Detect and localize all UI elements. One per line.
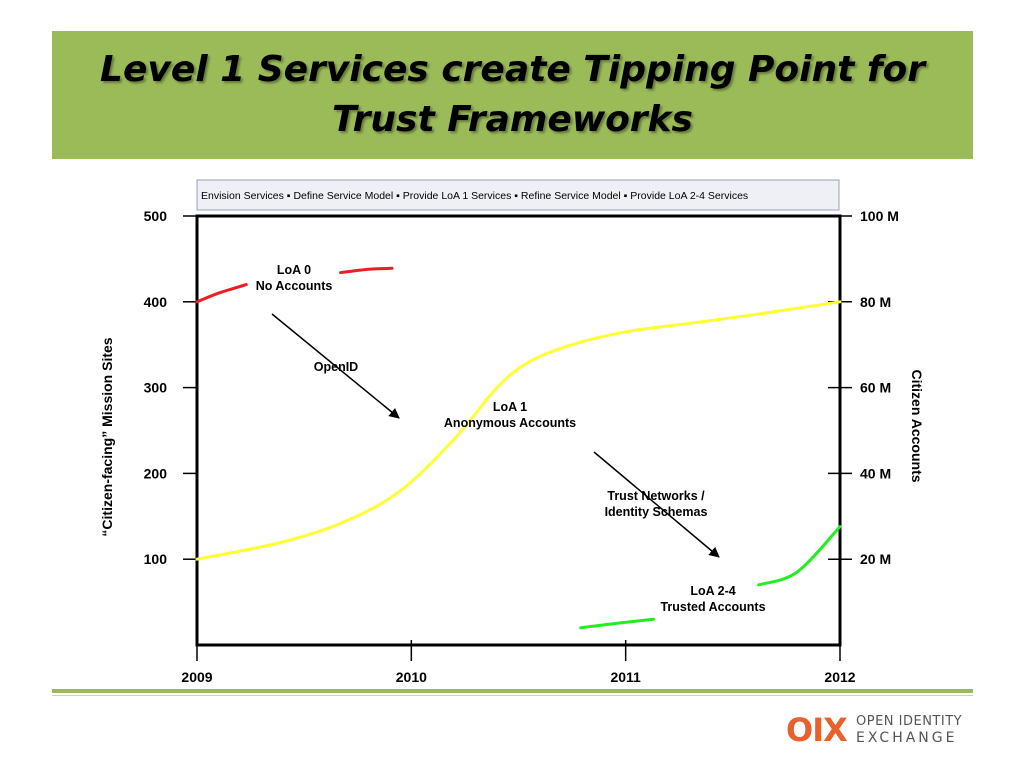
y-right-axis-label: Citizen Accounts [909, 369, 925, 482]
series-loa24-line [757, 525, 842, 587]
phase-label: Refine Service Model ▪ [521, 190, 630, 202]
annotation-trust-networks: Trust Networks / [607, 489, 705, 503]
annotation-trust-networks: Identity Schemas [605, 505, 708, 519]
oix-logo: OIX OPEN IDENTITY EXCHANGE [786, 712, 976, 748]
y-left-tick-label: 200 [144, 465, 168, 481]
phase-label: Envision Services ▪ [201, 190, 293, 202]
series-loa1-line [195, 300, 842, 561]
bottom-rule-thin [52, 695, 973, 696]
annotation-loa1-label: LoA 1 [493, 400, 527, 414]
oix-logo-line2: EXCHANGE [856, 730, 958, 746]
y-left-tick-label: 100 [144, 551, 168, 567]
plot-frame [195, 214, 842, 647]
slide-title: Level 1 Services create Tipping Point fo… [100, 49, 925, 140]
phases-banner [196, 179, 840, 211]
y-left-tick-label: 500 [144, 208, 168, 224]
series-loa0-line [195, 283, 248, 304]
oix-logo-line1: OPEN IDENTITY [856, 714, 963, 729]
title-band: Level 1 Services create Tipping Point fo… [52, 31, 973, 159]
annotation-loa1-label: Anonymous Accounts [444, 416, 576, 430]
y-right-tick-label: 20 M [860, 551, 891, 567]
x-tick-label: 2009 [181, 669, 212, 685]
y-right-tick-label: 60 M [860, 380, 891, 396]
phase-label: Define Service Model ▪ [293, 190, 402, 202]
series-loa0-line [339, 266, 394, 275]
annotation-loa0-label: LoA 0 [277, 263, 311, 277]
y-left-axis-label: “Citizen-facing” Mission Sites [99, 337, 115, 536]
openid-arrow [271, 313, 400, 419]
annotation-loa24-label: Trusted Accounts [660, 600, 765, 614]
series-loa24-line [579, 617, 655, 630]
phases-banner-text: Envision Services ▪ Define Service Model… [201, 190, 748, 202]
y-right-tick-label: 40 M [860, 465, 891, 481]
x-tick-label: 2010 [396, 669, 427, 685]
y-right-tick-label: 80 M [860, 294, 891, 310]
y-left-tick-label: 300 [144, 380, 168, 396]
bottom-rule [52, 689, 973, 693]
phase-label: Provide LoA 1 Services ▪ [403, 190, 521, 202]
oix-logo-mark: OIX [786, 711, 848, 749]
trust-networks-arrow [593, 451, 720, 558]
phase-label: Provide LoA 2-4 Services [630, 190, 748, 202]
annotation-loa0-label: No Accounts [256, 279, 333, 293]
x-tick-label: 2011 [610, 669, 641, 685]
x-tick-label: 2012 [824, 669, 855, 685]
annotation-loa24-label: LoA 2-4 [690, 584, 735, 598]
y-right-tick-label: 100 M [860, 208, 899, 224]
y-left-tick-label: 400 [144, 294, 168, 310]
